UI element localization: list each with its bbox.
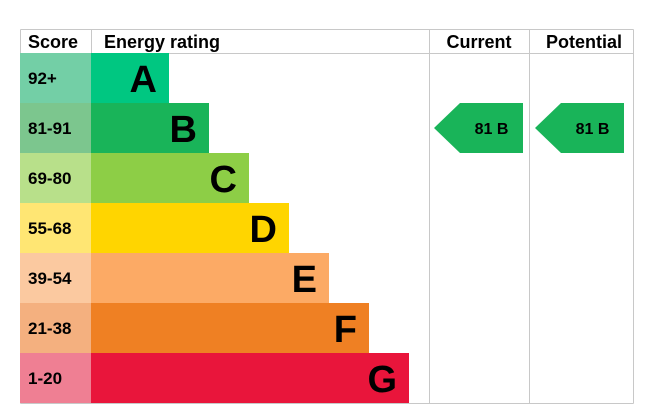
rating-bar-f xyxy=(91,303,369,353)
rating-bar-g xyxy=(91,353,409,403)
current-rating-label: 81 B xyxy=(475,121,509,138)
score-label-a: 92+ xyxy=(28,69,57,88)
score-label-b: 81-91 xyxy=(28,119,71,138)
rating-letter-g: G xyxy=(367,359,397,401)
rating-letter-f: F xyxy=(334,309,357,351)
rating-letter-c: C xyxy=(210,159,237,201)
current-arrow xyxy=(434,103,523,153)
current-header: Current xyxy=(446,32,511,52)
energy-rating-header: Energy rating xyxy=(104,32,220,52)
rating-bar-b xyxy=(91,103,209,153)
rating-bands: 92+ A 81-91 B 69-80 C 55-68 D 39-54 E 21-38 F 1-20 G xyxy=(20,53,409,403)
score-label-d: 55-68 xyxy=(28,219,71,238)
rating-bar-a xyxy=(91,53,169,103)
potential-rating-label: 81 B xyxy=(576,121,610,138)
score-label-g: 1-20 xyxy=(28,369,62,388)
rating-bar-e xyxy=(91,253,329,303)
rating-bar-c xyxy=(91,153,249,203)
score-header: Score xyxy=(28,32,78,52)
rating-arrows: 81 B 81 B xyxy=(434,103,624,153)
score-label-f: 21-38 xyxy=(28,319,71,338)
score-cell-d xyxy=(20,203,91,253)
rating-letter-b: B xyxy=(170,109,197,151)
rating-letter-e: E xyxy=(292,259,317,301)
score-label-e: 39-54 xyxy=(28,269,72,288)
potential-header: Potential xyxy=(546,32,622,52)
score-cell-e xyxy=(20,253,91,303)
potential-arrow xyxy=(535,103,624,153)
score-cell-g xyxy=(20,353,91,403)
score-cell-a xyxy=(20,53,91,103)
rating-letter-d: D xyxy=(250,209,277,251)
score-label-c: 69-80 xyxy=(28,169,71,188)
score-cell-c xyxy=(20,153,91,203)
score-cell-b xyxy=(20,103,91,153)
rating-letter-a: A xyxy=(130,59,157,101)
score-cell-f xyxy=(20,303,91,353)
rating-bar-d xyxy=(91,203,289,253)
